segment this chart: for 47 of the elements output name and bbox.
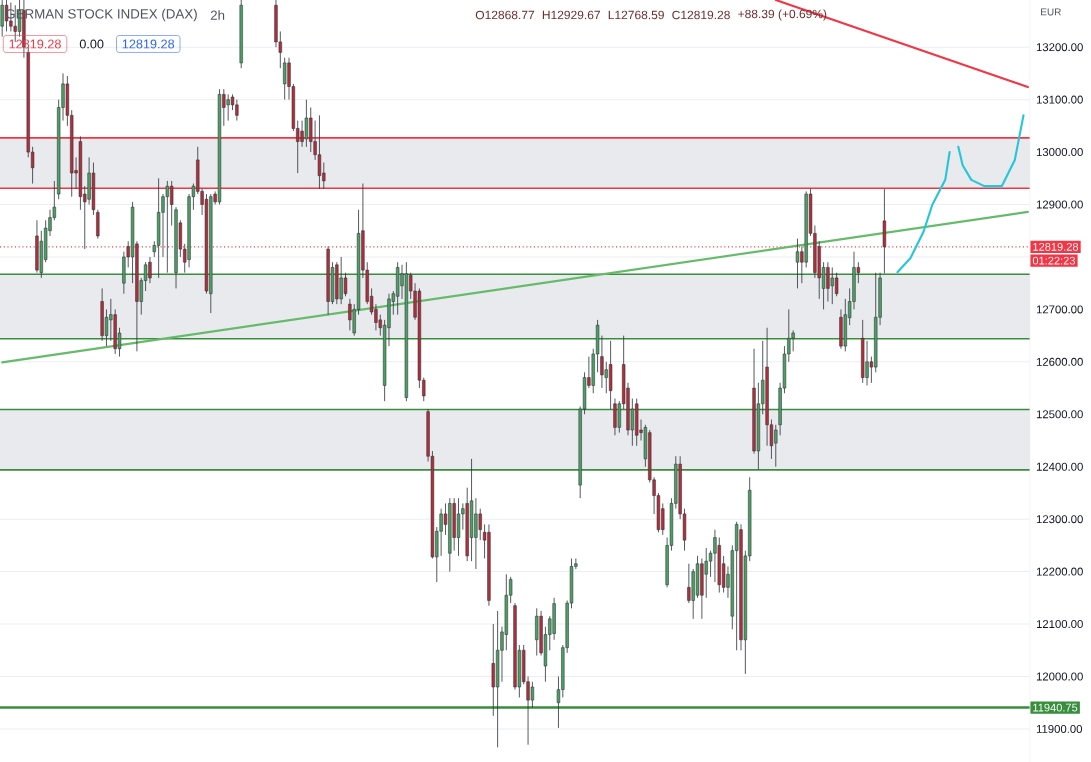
- candlestick: [535, 607, 539, 656]
- candlestick: [530, 681, 535, 709]
- candlestick: [713, 529, 717, 583]
- annotation: L12768.59: [608, 10, 664, 20]
- line-series: [896, 151, 951, 274]
- candlestick: [348, 298, 352, 331]
- line-series: [957, 114, 1025, 188]
- candlestick: [865, 340, 869, 386]
- ref-line-label: 11940.75: [1033, 703, 1078, 712]
- text: 01:22:23: [1032, 256, 1075, 265]
- candlestick: [283, 57, 287, 101]
- y-tick-label: 13200.00: [1036, 43, 1083, 52]
- y-tick-label: 12000.00: [1036, 672, 1083, 681]
- ref-line-label: 12819.28: [1033, 242, 1079, 251]
- candlestick: [687, 563, 691, 604]
- y-tick-label: 12600.00: [1036, 357, 1083, 366]
- candlestick: [795, 238, 800, 289]
- candlestick: [343, 272, 348, 297]
- candlestick: [834, 272, 839, 297]
- candlestick: [613, 398, 617, 436]
- candlestick: [478, 508, 482, 541]
- text: 2h: [210, 10, 225, 20]
- y-tick-label: 12100.00: [1036, 620, 1083, 629]
- candlestick: [456, 497, 461, 557]
- candlestick: [304, 99, 309, 148]
- annotation: 0.00: [79, 39, 104, 49]
- y-tick-label: 12900.00: [1036, 200, 1083, 209]
- y-axis-title: EUR: [1041, 8, 1061, 16]
- candlestick: [317, 114, 322, 190]
- candlestick: [96, 209, 100, 239]
- candlestick: [148, 256, 152, 284]
- y-tick-label: 12500.00: [1036, 410, 1083, 419]
- candlestick: [300, 120, 304, 148]
- annotation: C12819.28: [672, 10, 730, 20]
- candlestick: [826, 261, 830, 302]
- candlestick: [791, 329, 795, 352]
- y-tick-label: 12300.00: [1036, 515, 1083, 524]
- y-tick-label: 11900.00: [1036, 724, 1083, 733]
- annotation: O12868.77: [475, 10, 535, 20]
- y-tick-label: 12400.00: [1036, 462, 1083, 471]
- y-tick-label: 13000.00: [1036, 148, 1083, 157]
- y-tick-label: 12700.00: [1036, 305, 1083, 314]
- candlestick: [474, 497, 478, 570]
- annotation: 12819.28: [122, 39, 175, 49]
- y-tick-label: 12200.00: [1036, 567, 1083, 576]
- y-tick-label: 13100.00: [1036, 95, 1083, 104]
- annotation: H12929.67: [542, 10, 600, 20]
